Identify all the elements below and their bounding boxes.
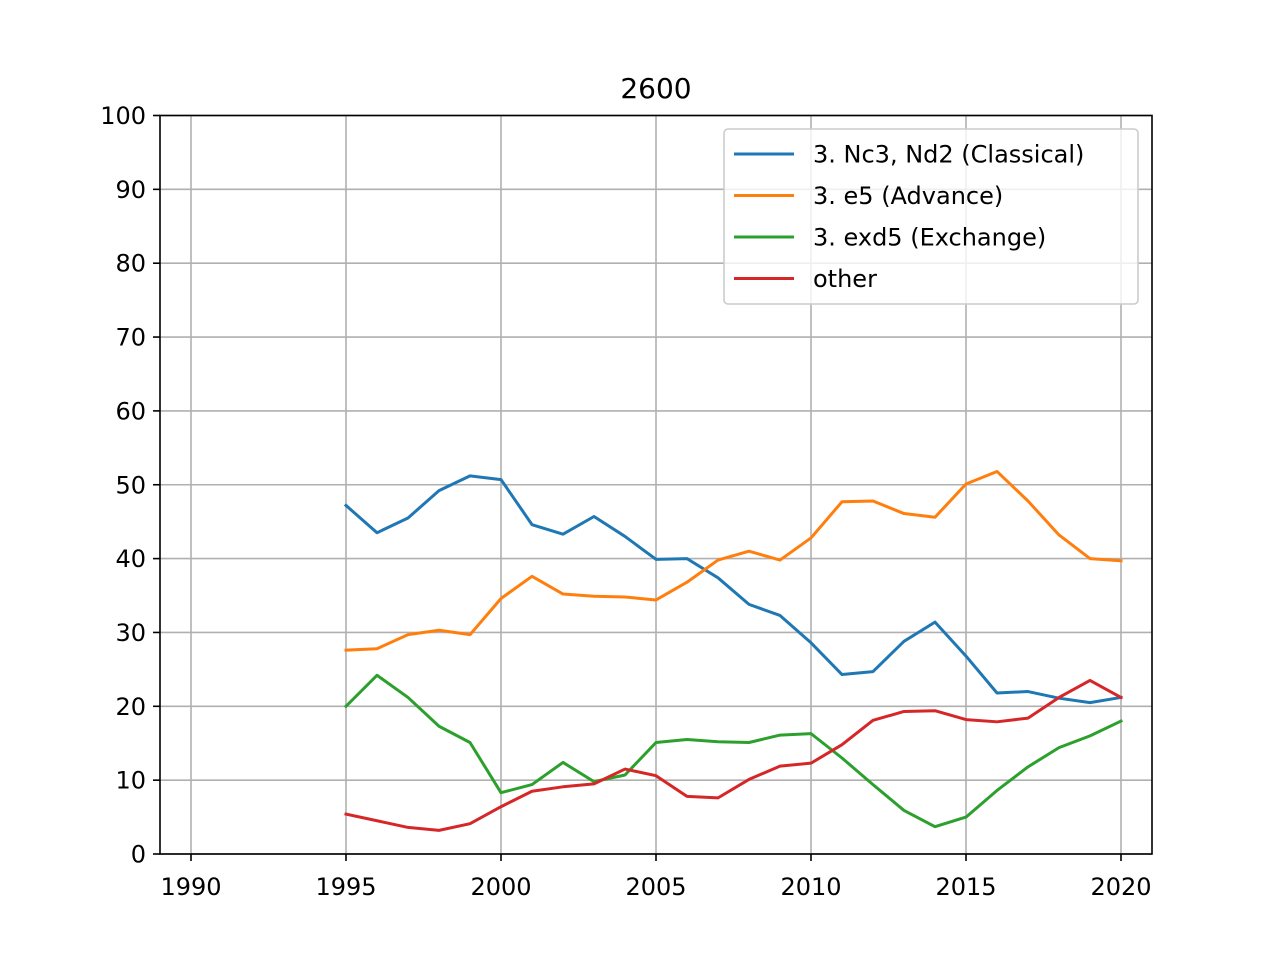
x-tick-label: 1995 <box>315 873 376 901</box>
legend: 3. Nc3, Nd2 (Classical) 3. e5 (Advance) 3.… <box>723 128 1139 305</box>
y-tick-label: 60 <box>115 397 146 425</box>
y-tick-label: 20 <box>115 693 146 721</box>
series-layer <box>343 469 1124 832</box>
legend-label-2: 3. e5 (Advance) <box>813 182 1003 210</box>
y-tick-label: 70 <box>115 324 146 352</box>
y-tick-label: 50 <box>115 471 146 499</box>
x-tick-label: 2020 <box>1090 873 1151 901</box>
x-tick-label: 2000 <box>470 873 531 901</box>
y-tick-label: 100 <box>100 102 146 130</box>
legend-label-4: other <box>813 265 877 293</box>
y-tick-label: 40 <box>115 545 146 573</box>
x-tick-label: 2015 <box>935 873 996 901</box>
y-tick-label: 30 <box>115 619 146 647</box>
x-tick-label: 2005 <box>625 873 686 901</box>
legend-label-1: 3. Nc3, Nd2 (Classical) <box>813 141 1084 169</box>
y-tick-label: 90 <box>115 176 146 204</box>
y-tick-label: 80 <box>115 250 146 278</box>
legend-frame <box>723 128 1139 305</box>
chart-title: 2600 <box>620 72 691 105</box>
y-tick-label: 0 <box>131 841 146 869</box>
x-tick-label: 1990 <box>160 873 221 901</box>
axis-ticks: 1990 1995 2000 2005 2010 2015 2020 0 10 20 30 40 50 6… <box>100 102 1151 901</box>
series-line-1 <box>343 474 1123 705</box>
series-line-2 <box>344 469 1123 652</box>
series-line-4 <box>344 678 1124 832</box>
y-tick-label: 10 <box>115 767 146 795</box>
series-line-3 <box>343 673 1123 829</box>
x-tick-label: 2010 <box>780 873 841 901</box>
legend-label-3: 3. exd5 (Exchange) <box>813 224 1046 252</box>
